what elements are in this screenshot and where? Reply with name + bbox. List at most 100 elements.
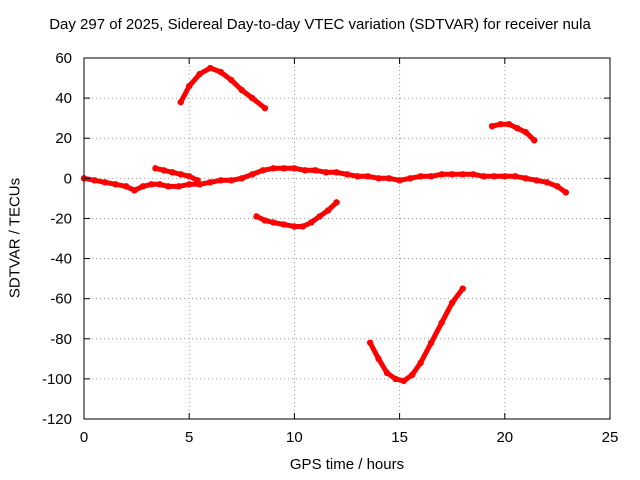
data-point: [156, 181, 163, 188]
data-point: [238, 175, 245, 182]
data-point: [169, 169, 176, 176]
data-point: [312, 167, 319, 174]
data-point: [186, 173, 193, 180]
data-point: [406, 175, 414, 182]
data-point: [301, 167, 309, 174]
y-tick-label: -100: [42, 371, 72, 388]
data-point: [91, 177, 98, 184]
data-point: [562, 189, 570, 196]
axis-ticks: -120 -100 -80 -60 -40 -20 0 20 40 60 0 5 10 15 20 25: [42, 50, 618, 446]
y-tick-label: 60: [55, 50, 72, 67]
data-point: [324, 207, 332, 214]
data-point: [543, 179, 551, 186]
data-point: [409, 371, 416, 379]
data-point: [522, 175, 530, 182]
data-point: [122, 183, 130, 190]
data-point: [299, 223, 307, 230]
data-point: [366, 339, 374, 346]
data-point: [175, 183, 182, 190]
data-point: [375, 355, 382, 363]
data-point: [139, 183, 147, 190]
data-point: [514, 124, 521, 132]
data-point: [249, 171, 256, 178]
data-point: [491, 173, 498, 180]
data-point: [217, 68, 224, 76]
satellite-track-2: [152, 165, 201, 184]
data-point: [316, 213, 323, 220]
y-tick-label: 40: [55, 90, 72, 107]
data-point: [194, 177, 201, 184]
satellite-track-6: [488, 120, 538, 144]
data-point: [228, 76, 235, 84]
x-tick-label: 5: [185, 429, 193, 446]
data-point: [497, 120, 504, 128]
data-point: [505, 120, 513, 128]
data-point: [364, 173, 372, 180]
data-point: [470, 171, 477, 178]
series-line: [253, 198, 341, 229]
x-tick-label: 0: [80, 429, 88, 446]
y-axis-label: SDTVAR / TECUs: [6, 177, 24, 299]
data-point: [291, 223, 298, 230]
data-point: [383, 369, 391, 377]
data-point: [459, 171, 466, 178]
data-point: [427, 339, 435, 346]
data-point: [253, 213, 260, 220]
data-point: [501, 173, 508, 180]
satellite-track-3: [177, 64, 269, 112]
x-axis-label: GPS time / hours: [289, 456, 405, 473]
data-point: [259, 167, 267, 174]
x-tick-label: 25: [602, 429, 619, 446]
data-point: [396, 177, 403, 184]
data-point: [375, 175, 382, 182]
data-point: [522, 129, 530, 136]
data-point: [459, 285, 466, 292]
data-point: [217, 177, 224, 184]
data-point: [354, 173, 361, 180]
data-point: [392, 375, 399, 383]
data-point: [207, 64, 214, 72]
data-point: [438, 171, 445, 178]
x-tick-label: 20: [496, 429, 513, 446]
data-point: [186, 181, 193, 188]
chart-title: Day 297 of 2025, Sidereal Day-to-day VTE…: [49, 16, 591, 33]
data-point: [449, 171, 456, 178]
data-point: [177, 98, 184, 106]
data-point: [196, 70, 203, 78]
data-point: [488, 122, 496, 130]
data-point: [533, 177, 540, 184]
data-point: [186, 82, 193, 90]
y-tick-label: -120: [42, 411, 72, 428]
y-tick-label: -60: [50, 291, 72, 308]
y-tick-label: -20: [50, 210, 72, 227]
data-point: [177, 171, 184, 178]
data-point: [385, 175, 393, 182]
data-point: [249, 94, 256, 102]
data-point: [101, 179, 109, 186]
satellite-track-1: [80, 165, 570, 196]
data-point: [480, 173, 487, 180]
data-point: [238, 86, 245, 94]
data-point: [228, 177, 235, 184]
data-point: [280, 165, 288, 172]
data-point: [207, 179, 214, 186]
data-point: [280, 221, 288, 228]
plot-frame: [83, 57, 611, 420]
y-tick-label: -80: [50, 331, 72, 348]
data-point: [333, 199, 340, 206]
y-tick-label: 0: [64, 170, 72, 187]
gridlines: [84, 58, 610, 419]
x-tick-label: 10: [286, 429, 303, 446]
data-point: [438, 319, 445, 326]
data-point: [270, 165, 277, 172]
data-point: [343, 171, 351, 178]
data-point: [512, 173, 519, 180]
data-point: [322, 169, 330, 176]
data-point: [308, 219, 315, 226]
data-point: [417, 359, 424, 367]
data-point: [152, 165, 159, 172]
data-point: [333, 169, 340, 176]
data-point: [449, 299, 456, 306]
data-point: [148, 181, 155, 188]
